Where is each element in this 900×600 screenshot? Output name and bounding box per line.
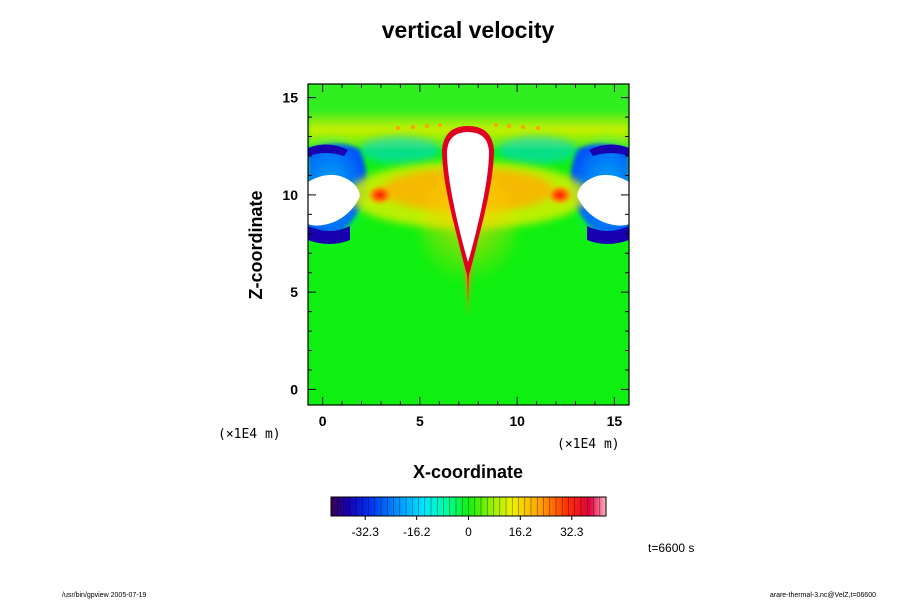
heatmap-field xyxy=(308,84,629,405)
z-units-label: (×1E4 m) xyxy=(218,427,281,442)
colorbar-ticks: -32.3 -16.2 0 16.2 32.3 xyxy=(352,516,584,539)
y-tick-label: 0 xyxy=(290,381,298,397)
chart-title: vertical velocity xyxy=(382,17,555,43)
colorbar-tick-label: 16.2 xyxy=(509,525,533,539)
colorbar-tick-label: -32.3 xyxy=(352,525,380,539)
x-tick-label: 10 xyxy=(509,413,525,429)
x-tick-label: 0 xyxy=(319,413,327,429)
plot-frame xyxy=(307,83,630,406)
colorbar-tick-label: -16.2 xyxy=(403,525,431,539)
x-axis-title: X-coordinate xyxy=(413,462,523,482)
colorbar-tick-label: 32.3 xyxy=(560,525,584,539)
x-tick-label: 5 xyxy=(416,413,424,429)
time-label: t=6600 s xyxy=(648,541,694,555)
plot-axes: 0 5 10 15 0 5 10 15 xyxy=(282,83,630,429)
y-tick-label: 10 xyxy=(282,187,298,203)
colorbar-tick-label: 0 xyxy=(465,525,472,539)
footer-left: /usr/bin/gpview 2005-07-19 xyxy=(62,592,147,599)
x-tick-label: 15 xyxy=(607,413,623,429)
y-tick-label: 15 xyxy=(282,90,298,106)
colorbar: -32.3 -16.2 0 16.2 32.3 xyxy=(330,496,607,539)
x-units-label: (×1E4 m) xyxy=(557,437,620,452)
y-axis-title: Z-coordinate xyxy=(246,190,266,299)
y-tick-label: 5 xyxy=(290,284,298,300)
colorbar-stripes xyxy=(336,497,601,516)
footer-right: arare-thermal-3.nc@VelZ,t=06600 xyxy=(770,592,876,599)
